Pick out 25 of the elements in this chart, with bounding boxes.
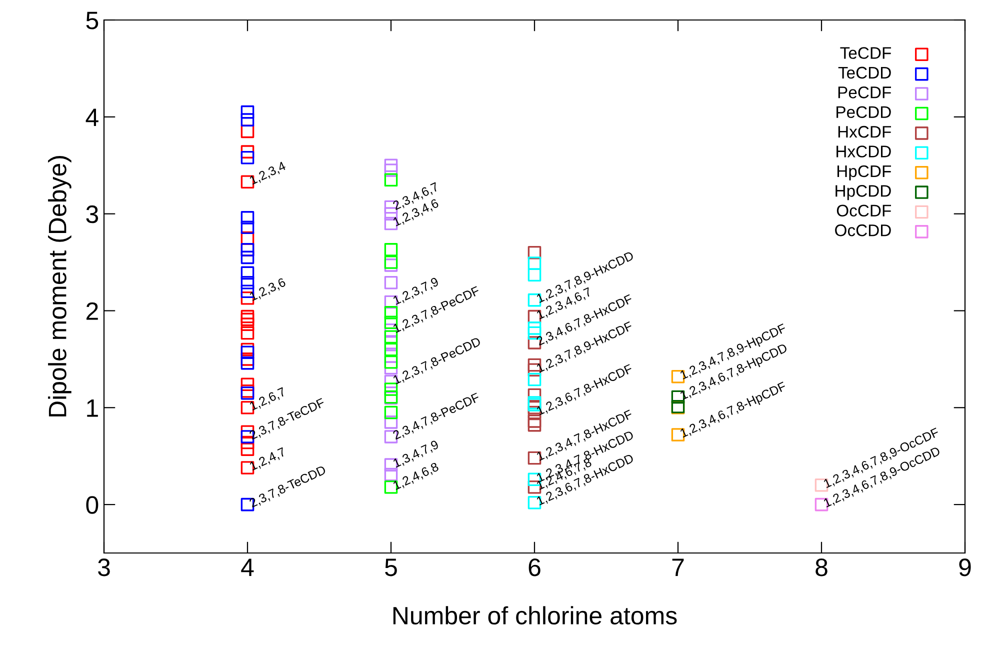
- legend-label: HpCDD: [836, 185, 891, 200]
- y-axis-title: Dipole moment (Debye): [48, 156, 72, 416]
- x-tick-label: 8: [816, 558, 828, 576]
- x-tick-label: 4: [241, 558, 254, 576]
- y-tick-label: 5: [86, 12, 98, 30]
- y-tick-label: 0: [86, 496, 98, 514]
- legend-label: TeCDF: [840, 47, 891, 59]
- y-tick-label: 4: [86, 108, 98, 126]
- x-tick-label: 7: [672, 558, 684, 576]
- legend-label: HxCDD: [836, 146, 891, 158]
- x-tick-label: 3: [98, 558, 110, 576]
- legend-label: TeCDD: [838, 66, 891, 79]
- x-axis-title: Number of chlorine atoms: [393, 606, 677, 625]
- x-tick-label: 6: [528, 558, 540, 576]
- legend-label: OcCDF: [836, 204, 891, 217]
- legend-label: HpCDF: [837, 165, 891, 180]
- legend-label: PeCDD: [836, 106, 891, 118]
- x-tick-label: 9: [959, 558, 971, 576]
- y-tick-label: 1: [87, 399, 98, 417]
- x-tick-label: 5: [385, 558, 397, 576]
- legend-label: PeCDF: [838, 86, 891, 98]
- y-tick-label: 3: [86, 205, 98, 224]
- legend-label: HxCDF: [838, 126, 891, 138]
- legend-label: OcCDD: [835, 224, 891, 236]
- y-tick-label: 2: [86, 302, 98, 320]
